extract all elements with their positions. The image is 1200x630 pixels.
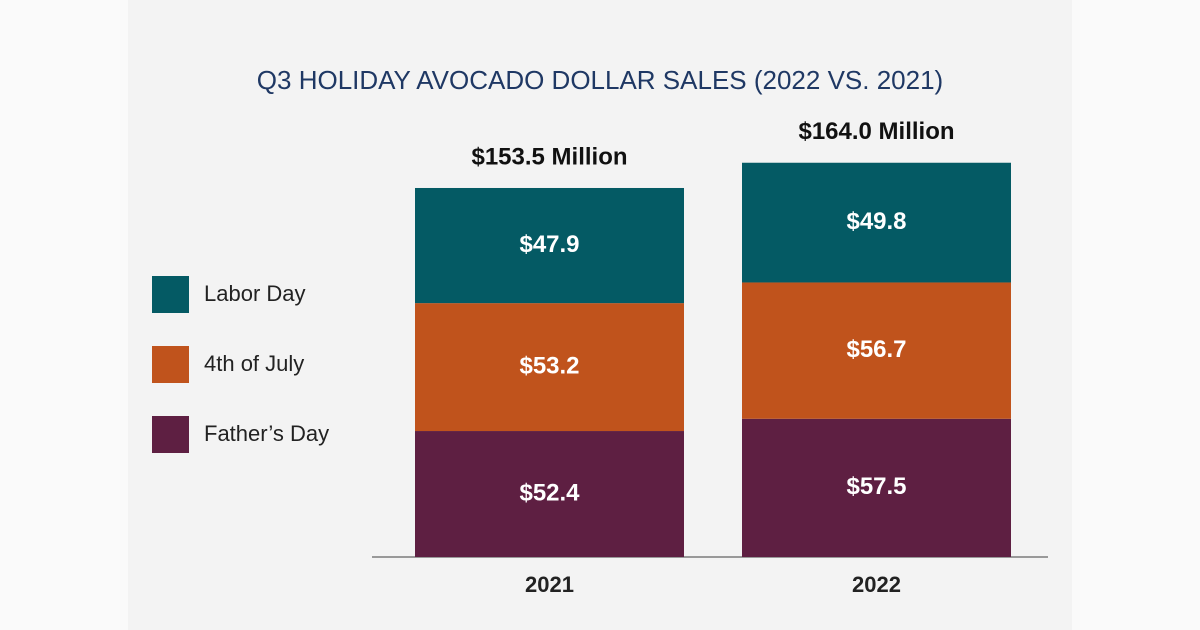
bar-segment bbox=[742, 162, 1011, 283]
bar-segment bbox=[415, 303, 684, 432]
bar-segment bbox=[415, 187, 684, 304]
value-label: $56.7 bbox=[846, 336, 906, 363]
legend-label: 4th of July bbox=[204, 351, 304, 376]
x-tick-label: 2022 bbox=[852, 572, 901, 597]
bar-segment bbox=[415, 431, 684, 557]
value-label: $47.9 bbox=[519, 231, 579, 258]
legend-swatch bbox=[152, 416, 189, 453]
value-label: $52.4 bbox=[519, 479, 580, 506]
value-label: $49.8 bbox=[846, 208, 906, 235]
bar-segment bbox=[742, 418, 1011, 557]
legend-label: Labor Day bbox=[204, 281, 306, 306]
value-label: $57.5 bbox=[846, 473, 906, 500]
value-label: $53.2 bbox=[519, 352, 579, 379]
x-tick-label: 2021 bbox=[525, 572, 574, 597]
legend-label: Father’s Day bbox=[204, 421, 329, 446]
bar-segment bbox=[742, 282, 1011, 419]
chart-title: Q3 HOLIDAY AVOCADO DOLLAR SALES (2022 VS… bbox=[257, 65, 943, 95]
total-label: $153.5 Million bbox=[471, 143, 627, 170]
total-label: $164.0 Million bbox=[798, 118, 954, 145]
legend-swatch bbox=[152, 276, 189, 313]
legend-swatch bbox=[152, 346, 189, 383]
